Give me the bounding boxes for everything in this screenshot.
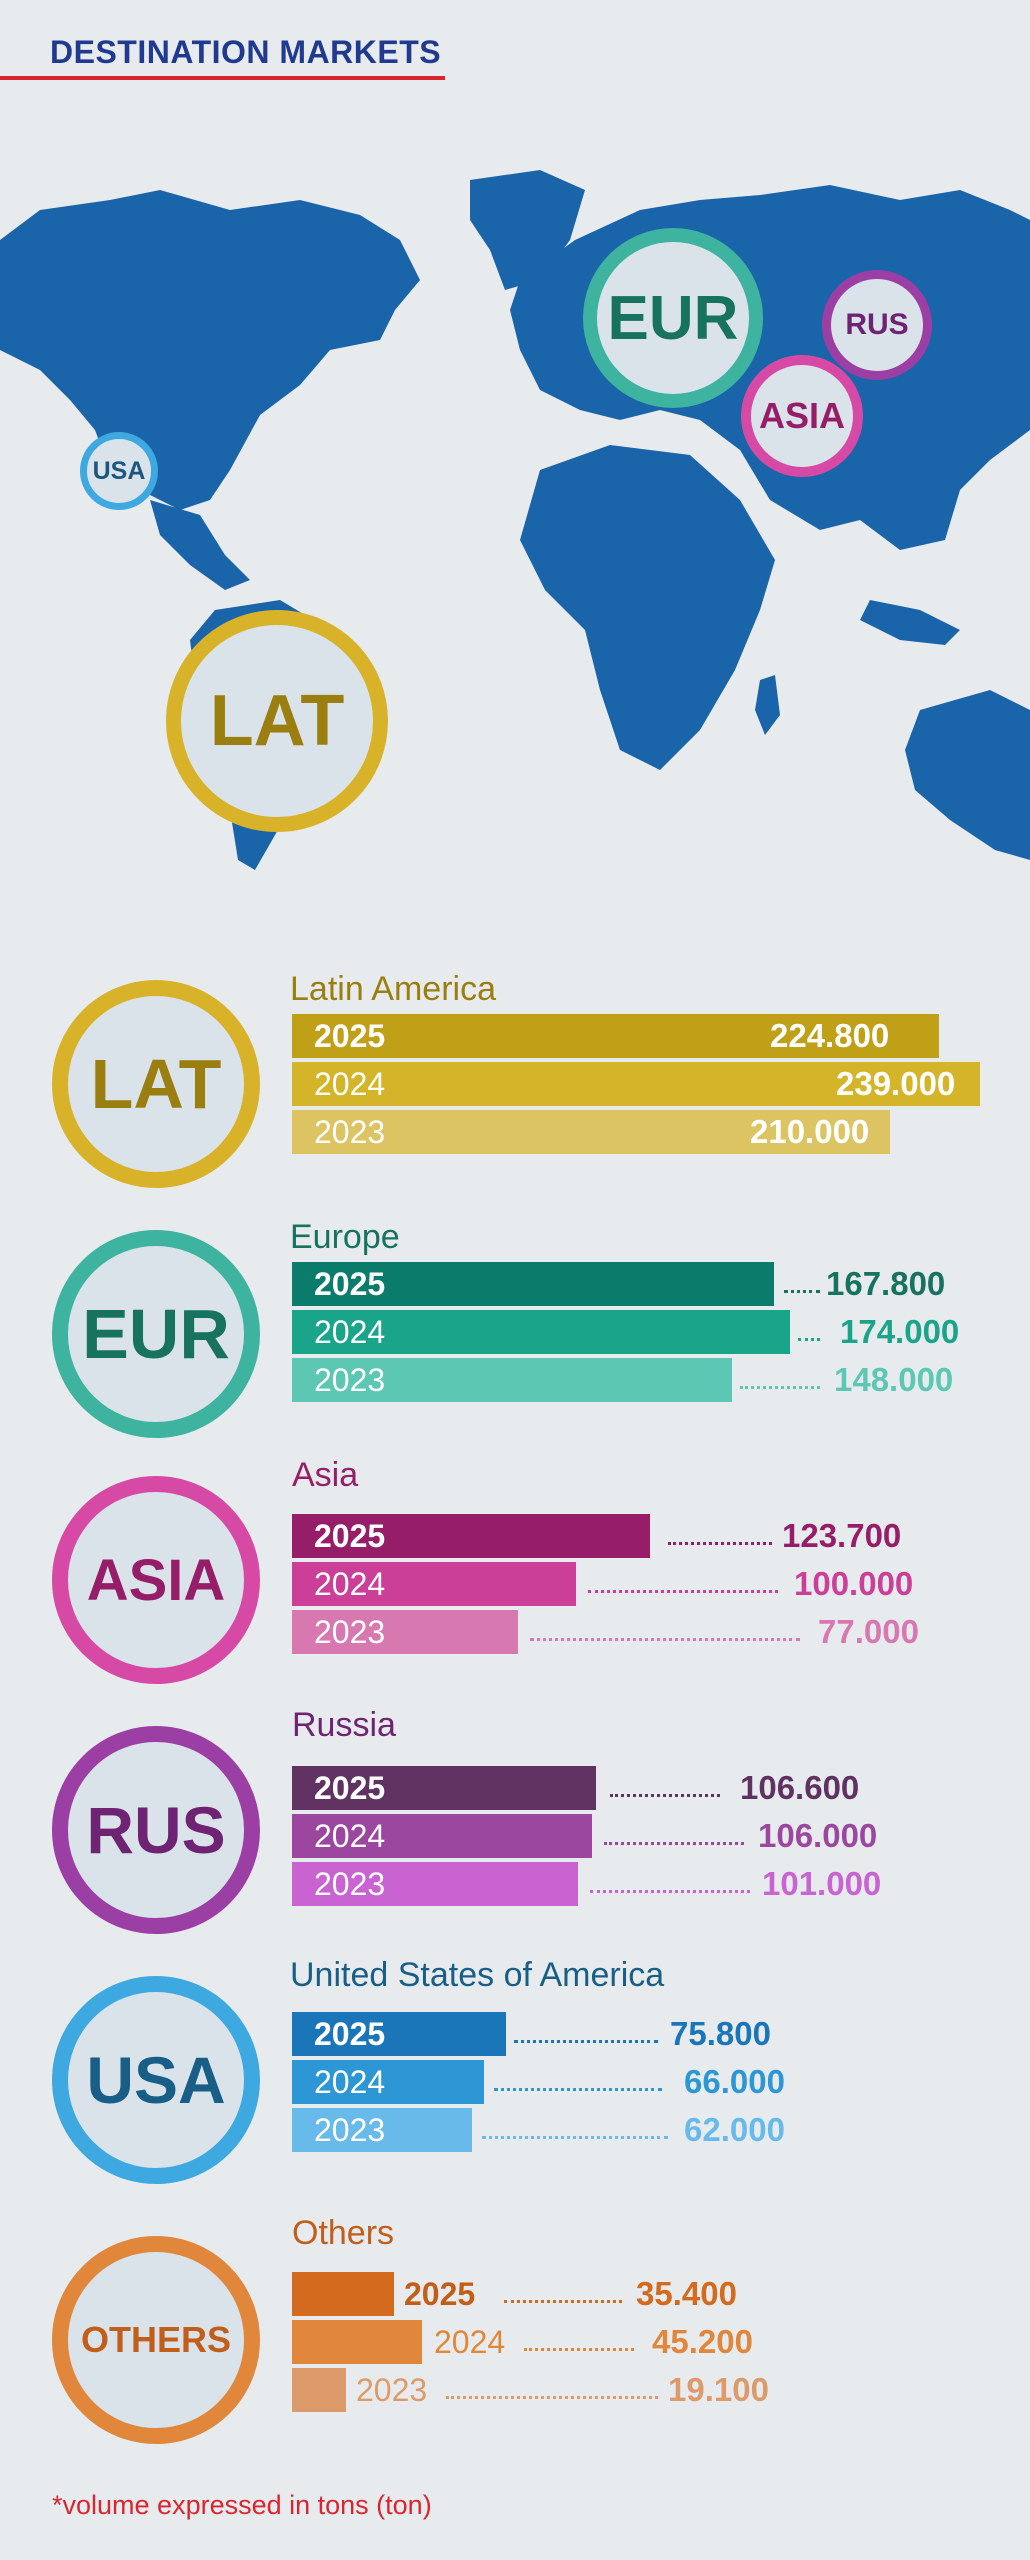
section-europe: EUR Europe 2025 167.800 2024 174.000 202… (0, 1210, 1030, 1440)
region-name-lat: Latin America (290, 970, 496, 1008)
bar-eur-2024: 2024 (292, 1310, 790, 1354)
bar-rus-2024: 2024 (292, 1814, 592, 1858)
bar-usa-2025: 2025 (292, 2012, 506, 2056)
bar-year-label: 2024 (314, 1565, 386, 1602)
leader-line (590, 1890, 750, 1893)
bar-others-2024 (292, 2320, 422, 2364)
bar-value-others-2024: 45.200 (652, 2323, 753, 2360)
bar-asia-2025: 2025 (292, 1514, 650, 1558)
bar-value-usa-2024: 66.000 (684, 2063, 785, 2100)
bar-year-label: 2025 (314, 1017, 386, 1054)
section-russia: RUS Russia 2025 106.600 2024 106.000 202… (0, 1706, 1030, 1936)
bar-rus-2025: 2025 (292, 1766, 596, 1810)
bar-year-label: 2023 (356, 2372, 428, 2408)
bar-year-label: 2025 (314, 1769, 386, 1806)
leader-line (798, 1338, 820, 1341)
bar-rus-2023: 2023 (292, 1862, 578, 1906)
leader-line (524, 2348, 634, 2351)
bar-year-label: 2023 (314, 2111, 386, 2148)
bar-value-lat-2023: 210.000 (750, 1113, 870, 1150)
region-name-rus: Russia (292, 1706, 396, 1744)
leader-line (610, 1794, 720, 1797)
bar-lat-2023: 2023 (292, 1110, 890, 1154)
leader-line (446, 2396, 658, 2399)
map-bubble-rus: RUS (822, 270, 932, 380)
map-bubble-eur: EUR (583, 228, 763, 408)
leader-line (588, 1590, 778, 1593)
page-title: DESTINATION MARKETS (50, 34, 442, 70)
section-others: OTHERS Others 2025 35.400 2024 45.200 20… (0, 2210, 1030, 2444)
bar-year-label: 2023 (314, 1865, 386, 1902)
indonesia-shape (860, 600, 960, 645)
leader-line (504, 2300, 622, 2303)
madagascar-shape (755, 675, 780, 735)
north-america-shape (0, 190, 420, 510)
bar-value-lat-2025: 224.800 (770, 1017, 890, 1054)
bar-value-lat-2024: 239.000 (836, 1065, 956, 1102)
bar-value-others-2025: 35.400 (636, 2275, 737, 2312)
bar-year-label: 2025 (404, 2276, 476, 2312)
bar-eur-2025: 2025 (292, 1262, 774, 1306)
leader-line (604, 1842, 744, 1845)
bar-value-rus-2023: 101.000 (762, 1865, 882, 1902)
leader-line (514, 2040, 658, 2043)
bar-value-eur-2024: 174.000 (840, 1313, 960, 1350)
leader-line (740, 1386, 820, 1389)
bar-usa-2023: 2023 (292, 2108, 472, 2152)
map-bubble-usa: USA (80, 432, 158, 510)
units-footnote: *volume expressed in tons (ton) (52, 2490, 432, 2520)
bar-year-label: 2025 (314, 2015, 386, 2052)
leader-line (530, 1638, 800, 1641)
greenland-shape (470, 170, 585, 290)
region-name-others: Others (292, 2214, 395, 2252)
bar-value-rus-2024: 106.000 (758, 1817, 878, 1854)
leader-line (494, 2088, 662, 2091)
bar-value-usa-2023: 62.000 (684, 2111, 785, 2148)
bar-year-label: 2024 (314, 1817, 386, 1854)
region-name-asia: Asia (292, 1456, 359, 1494)
region-name-eur: Europe (290, 1218, 400, 1256)
bar-year-label: 2024 (314, 1065, 386, 1102)
section-usa: USA United States of America 2025 75.800… (0, 1956, 1030, 2186)
map-bubble-lat: LAT (166, 610, 388, 832)
bar-value-eur-2023: 148.000 (834, 1361, 954, 1398)
bar-lat-2025: 2025 (292, 1014, 939, 1058)
bar-value-asia-2024: 100.000 (794, 1565, 914, 1602)
bar-year-label: 2025 (314, 1265, 386, 1302)
region-circle-others: OTHERS (52, 2236, 260, 2444)
africa-shape (520, 445, 775, 770)
section-asia: ASIA Asia 2025 123.700 2024 100.000 2023… (0, 1456, 1030, 1686)
bar-asia-2024: 2024 (292, 1562, 576, 1606)
map-bubble-asia: ASIA (741, 355, 863, 477)
bar-value-others-2023: 19.100 (668, 2371, 769, 2408)
bar-year-label: 2024 (314, 1313, 386, 1350)
bar-year-label: 2024 (434, 2324, 506, 2360)
leader-line (784, 1290, 820, 1293)
bar-value-rus-2025: 106.600 (740, 1769, 860, 1806)
section-latin-america: LAT Latin America 2025 224.800 2024 239.… (0, 960, 1030, 1190)
bar-value-eur-2025: 167.800 (826, 1265, 946, 1302)
bar-eur-2023: 2023 (292, 1358, 732, 1402)
bar-value-asia-2025: 123.700 (782, 1517, 902, 1554)
bar-value-usa-2025: 75.800 (670, 2015, 771, 2052)
leader-line (482, 2136, 668, 2139)
region-name-usa: United States of America (290, 1956, 665, 1994)
bar-year-label: 2024 (314, 2063, 386, 2100)
bar-year-label: 2023 (314, 1361, 386, 1398)
bar-others-2025 (292, 2272, 394, 2316)
title-underline (0, 76, 445, 80)
central-america-shape (150, 500, 250, 590)
bar-usa-2024: 2024 (292, 2060, 484, 2104)
bar-value-asia-2023: 77.000 (818, 1613, 919, 1650)
australia-shape (905, 690, 1030, 860)
bar-year-label: 2023 (314, 1113, 386, 1150)
bar-lat-2024: 2024 (292, 1062, 980, 1106)
bar-year-label: 2023 (314, 1613, 386, 1650)
bar-year-label: 2025 (314, 1517, 386, 1554)
bar-asia-2023: 2023 (292, 1610, 518, 1654)
leader-line (668, 1542, 772, 1545)
bar-others-2023 (292, 2368, 346, 2412)
